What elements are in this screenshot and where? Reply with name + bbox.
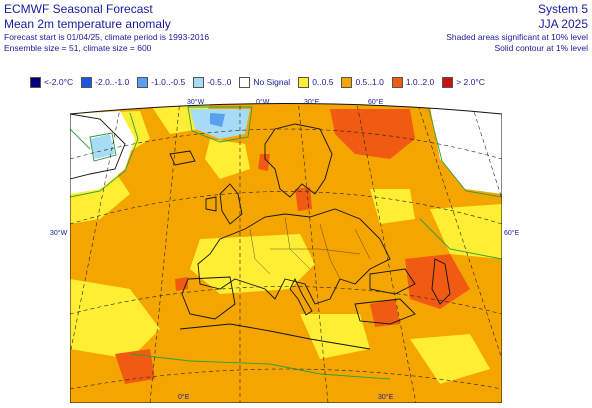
header-right: System 5 JJA 2025 Shaded areas significa… (446, 2, 588, 54)
legend-label: -0.5..0 (207, 77, 232, 87)
anomaly-region-yellow (300, 314, 370, 359)
coastlines (70, 113, 451, 350)
legend-label: 0.5..1.0 (355, 77, 384, 87)
legend-item: <-2.0°C (30, 76, 74, 88)
product-title: Mean 2m temperature anomaly (4, 17, 171, 31)
lon-label-top: 30°W (187, 99, 205, 106)
legend-label: 1.0..2.0 (405, 77, 435, 87)
legend-label: No Signal (253, 77, 291, 87)
system-label: System 5 (537, 2, 588, 16)
forecast-start-text: Forecast start is 01/04/25, climate peri… (4, 32, 210, 42)
chart-header: ECMWF Seasonal Forecast Mean 2m temperat… (4, 2, 588, 64)
anomaly-region-yellow (70, 279, 160, 359)
hot-region (258, 154, 270, 171)
legend-label: > 2.0°C (456, 77, 485, 87)
legend-item: 0..0.5 (298, 76, 334, 88)
lon-label-bottom: 30°E (378, 394, 394, 401)
legend-swatch (298, 76, 310, 88)
legend-item: No Signal (239, 76, 291, 88)
legend-item: -1.0..-0.5 (137, 76, 186, 88)
lon-label-top: 60°E (368, 99, 384, 106)
anomaly-map (69, 99, 503, 404)
legend-item: -0.5..0 (193, 76, 232, 88)
legend-swatch (30, 76, 41, 88)
no-signal-region (430, 107, 502, 194)
anomaly-region-yellow (205, 139, 250, 179)
system-title: ECMWF Seasonal Forecast (4, 2, 153, 16)
contour-note: Solid contour at 1% level (494, 43, 588, 53)
legend-swatch (137, 76, 149, 88)
legend-label: 0..0.5 (312, 77, 334, 87)
legend-label: -1.0..-0.5 (151, 77, 186, 87)
hot-region (405, 254, 470, 309)
hot-region (115, 349, 155, 384)
lon-label-top: 0°W (256, 99, 270, 106)
season-label: JJA 2025 (538, 17, 588, 31)
lat-label-right: 60°E (504, 230, 520, 237)
header-left: ECMWF Seasonal Forecast Mean 2m temperat… (4, 2, 209, 54)
legend-item: > 2.0°C (442, 76, 485, 88)
significance-contours (70, 104, 502, 380)
legend-swatch (239, 76, 251, 88)
legend-label: <-2.0°C (44, 77, 74, 87)
legend-swatch (391, 76, 403, 88)
country-borders (249, 216, 371, 280)
anomaly-region-yellow (430, 204, 502, 259)
legend-item: -2.0..-1.0 (81, 76, 130, 88)
hot-region (295, 187, 312, 211)
lon-label-top: 30°E (304, 99, 320, 106)
legend-swatch (442, 76, 454, 88)
ensemble-size-text: Ensemble size = 51, climate size = 600 (4, 43, 152, 53)
map-frame (69, 103, 503, 404)
significance-note: Shaded areas significant at 10% level (446, 32, 588, 42)
legend-swatch (193, 76, 205, 88)
legend-swatch (341, 76, 353, 88)
hot-region (370, 299, 400, 327)
legend-item: 0.5..1.0 (341, 76, 384, 88)
anomaly-region-yellow (370, 189, 415, 224)
legend-swatch (81, 76, 93, 88)
legend-item: 1.0..2.0 (391, 76, 435, 88)
lon-label-bottom: 0°E (178, 394, 190, 401)
graticule (70, 103, 502, 403)
hot-region (330, 109, 415, 159)
legend-label: -2.0..-1.0 (95, 77, 130, 87)
color-legend: <-2.0°C -2.0..-1.0 -1.0..-0.5 -0.5..0 No Sig… (30, 75, 493, 89)
anomaly-region-yellow (410, 334, 490, 384)
cool-region (210, 113, 225, 127)
map-canvas (69, 103, 503, 404)
lat-label-left: 30°W (50, 230, 68, 237)
cool-region (90, 134, 115, 159)
